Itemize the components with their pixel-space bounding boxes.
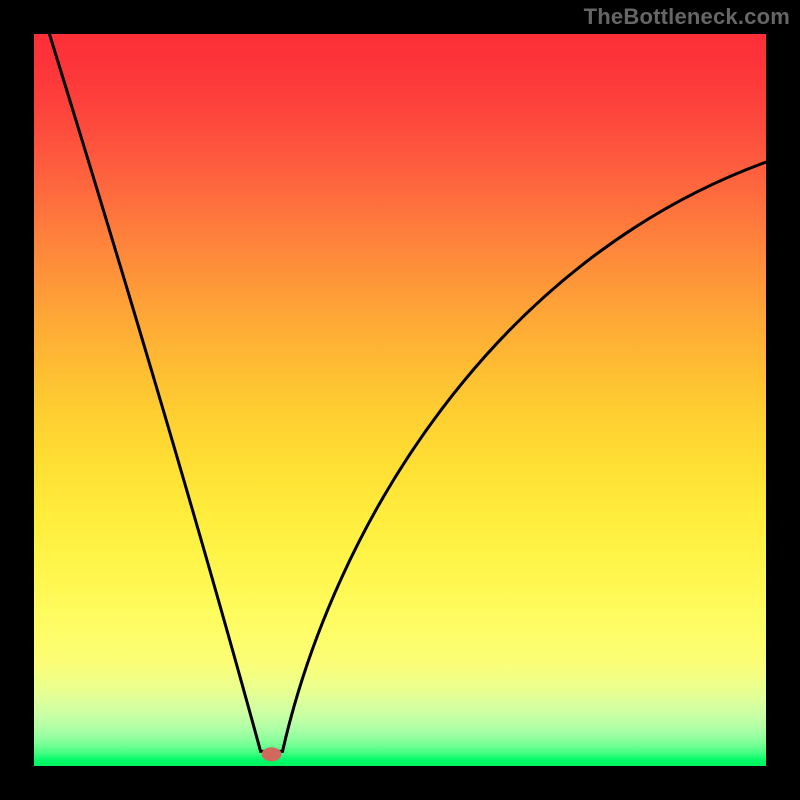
- optimal-marker: [262, 747, 282, 761]
- watermark-text: TheBottleneck.com: [584, 4, 790, 30]
- plot-area: [34, 34, 766, 766]
- chart-svg: [0, 0, 800, 800]
- chart-container: TheBottleneck.com: [0, 0, 800, 800]
